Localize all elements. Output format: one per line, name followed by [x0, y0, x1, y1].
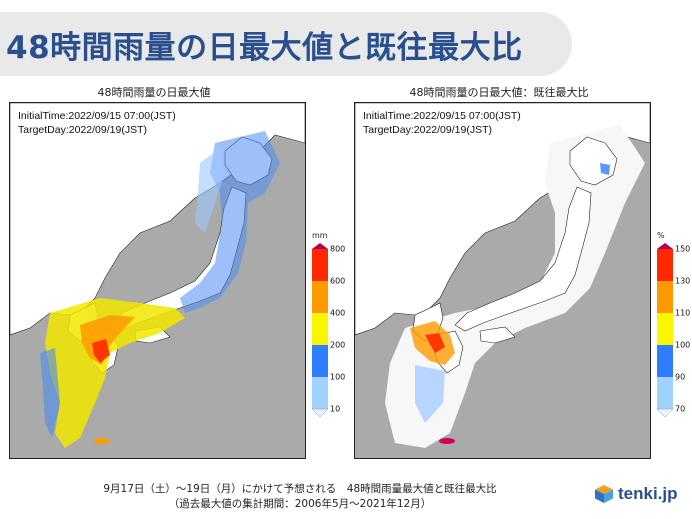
- rainfall-map-info: InitialTime:2022/09/15 07:00(JST) Target…: [15, 108, 179, 138]
- rainfall-legend-tick: 200: [330, 340, 346, 350]
- rain-area-north: [180, 131, 280, 313]
- rainfall-initial-time: InitialTime:2022/09/15 07:00(JST): [18, 110, 176, 122]
- ratio-legend-swatch-4: [657, 345, 673, 377]
- ratio-legend-swatch-2: [657, 281, 673, 313]
- rainfall-legend-unit: mm: [312, 231, 328, 240]
- ratio-legend-tick: 130: [675, 276, 691, 286]
- ratio-legend-cap-top: [657, 243, 673, 249]
- ratio-legend-tick: 100: [675, 340, 691, 350]
- ratio-area-north-blue: [600, 163, 610, 175]
- ratio-legend-swatch-5: [657, 377, 673, 409]
- rain-area-southwest: [45, 298, 185, 448]
- ratio-map-graphic: [355, 103, 650, 448]
- rain-spot-pacific: [94, 438, 110, 444]
- rainfall-map-title: 48時間雨量の日最大値: [97, 86, 211, 99]
- rainfall-map-graphic: [10, 103, 305, 448]
- ratio-map-panel: 48時間雨量の日最大値：既往最大比 InitialTime:2022/09/15…: [349, 84, 691, 476]
- title-bar: 48時間雨量の日最大値と既往最大比: [0, 12, 572, 76]
- ratio-legend-swatch-3: [657, 313, 673, 345]
- ratio-map-title: 48時間雨量の日最大値：既往最大比: [409, 86, 589, 99]
- ratio-legend-swatch-1: [657, 249, 673, 281]
- rainfall-legend-tick: 10: [330, 404, 341, 414]
- ratio-legend-bar: [656, 243, 674, 418]
- ratio-legend-unit: %: [657, 231, 665, 240]
- rainfall-legend-swatch-5: [312, 377, 328, 409]
- ratio-area-blue-south: [415, 365, 445, 423]
- caption: 9月17日（土）～19日（月）にかけて予想される 48時間雨量最大値と既往最大比…: [0, 482, 600, 512]
- tenki-cube-icon: [595, 485, 613, 503]
- rainfall-legend-tick: 100: [330, 372, 346, 382]
- rainfall-legend-swatch-3: [312, 313, 328, 345]
- ratio-legend-tick: 90: [675, 372, 686, 382]
- rainfall-legend-cap-top: [312, 243, 328, 249]
- rainfall-legend-swatch-2: [312, 281, 328, 313]
- rainfall-legend-tick: 600: [330, 276, 346, 286]
- ratio-map: InitialTime:2022/09/15 07:00(JST) Target…: [354, 102, 651, 459]
- rainfall-legend-tick: 800: [330, 244, 346, 254]
- rainfall-legend-bar: [311, 243, 329, 418]
- rainfall-legend-cap-bottom: [311, 408, 329, 418]
- ratio-spot-pacific: [439, 438, 455, 444]
- ratio-legend: % 150 130 110 100 90 70: [655, 231, 691, 431]
- page-title: 48時間雨量の日最大値と既往最大比: [6, 29, 523, 66]
- tenki-logo-text: tenki.jp: [618, 484, 678, 503]
- rainfall-legend-swatch-4: [312, 345, 328, 377]
- caption-line-1: 9月17日（土）～19日（月）にかけて予想される 48時間雨量最大値と既往最大比: [103, 483, 497, 495]
- rainfall-legend-swatch-1: [312, 249, 328, 281]
- ratio-map-info: InitialTime:2022/09/15 07:00(JST) Target…: [360, 108, 524, 138]
- ratio-area-kyushu-red: [425, 333, 445, 353]
- rainfall-legend-tick: 400: [330, 308, 346, 318]
- rain-area-southwest-blue: [40, 348, 60, 438]
- honshu-land: [454, 186, 592, 332]
- rainfall-map: InitialTime:2022/09/15 07:00(JST) Target…: [9, 102, 306, 459]
- shikoku-land: [479, 326, 516, 344]
- ratio-legend-cap-bottom: [656, 408, 674, 418]
- ratio-legend-tick: 70: [675, 404, 686, 414]
- rain-area-north-light: [195, 148, 225, 233]
- tenki-logo: tenki.jp: [594, 484, 678, 504]
- rainfall-legend: mm 800 600 400 200 100 10: [310, 231, 346, 431]
- ratio-initial-time: InitialTime:2022/09/15 07:00(JST): [363, 110, 521, 122]
- ratio-legend-tick: 110: [675, 308, 691, 318]
- ratio-target-day: TargetDay:2022/09/19(JST): [363, 124, 492, 136]
- rain-area-southwest-red: [92, 339, 110, 363]
- caption-line-2: （過去最大値の集計期間：2006年5月～2021年12月）: [168, 498, 432, 510]
- ratio-legend-tick: 150: [675, 244, 691, 254]
- rainfall-target-day: TargetDay:2022/09/19(JST): [18, 124, 147, 136]
- rainfall-map-panel: 48時間雨量の日最大値 InitialTim: [4, 84, 346, 476]
